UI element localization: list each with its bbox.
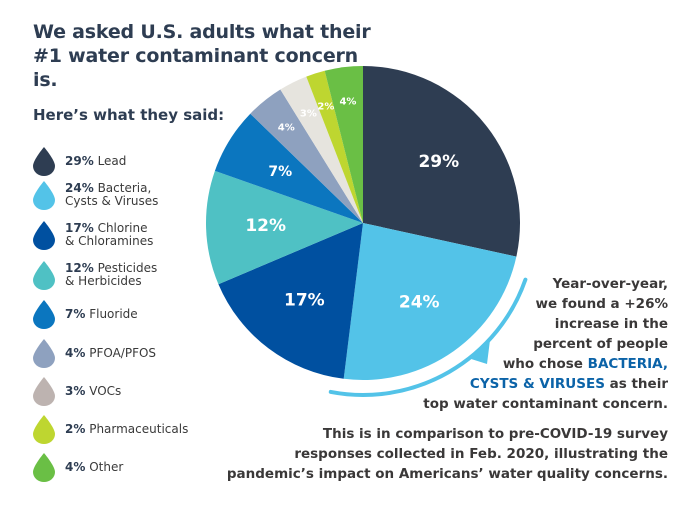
- legend-name: Bacteria,: [97, 181, 152, 195]
- highlight-note: Year-over-year, we found a +26% increase…: [423, 274, 668, 414]
- slice-label: 17%: [284, 291, 325, 311]
- comparison-note: This is in comparison to pre-COVID-19 su…: [227, 424, 668, 484]
- legend-item: 4% PFOA/PFOS: [31, 338, 156, 368]
- legend-name: VOCs: [89, 383, 122, 398]
- water-drop-icon: [33, 377, 55, 406]
- legend-label: 29% Lead: [65, 153, 127, 168]
- legend-name: Pharmaceuticals: [89, 421, 189, 436]
- water-drop-icon: [33, 147, 55, 176]
- legend-label: 7% Fluoride: [65, 306, 138, 321]
- legend-percent: 2%: [65, 421, 86, 436]
- slice-label: 4%: [339, 96, 356, 107]
- legend-percent: 7%: [65, 306, 86, 321]
- slice-label: 7%: [268, 164, 292, 180]
- note-line: pandemic’s impact on Americans’ water qu…: [226, 466, 668, 482]
- legend-label: 3% VOCs: [65, 383, 122, 398]
- highlight-text: CYSTS & VIRUSES: [469, 376, 605, 392]
- subtitle: Here’s what they said:: [33, 106, 225, 124]
- legend-percent: 4%: [65, 459, 86, 474]
- water-drop-icon: [33, 221, 55, 250]
- callout-pointer: [468, 340, 490, 364]
- note-line: increase in the: [554, 316, 668, 332]
- pie-slice: [280, 76, 363, 223]
- legend-percent: 29%: [65, 153, 94, 168]
- slice-label: 29%: [418, 152, 459, 172]
- water-drop-icon: [33, 261, 55, 290]
- slice-label: 2%: [317, 101, 334, 112]
- slice-label: 12%: [245, 216, 286, 236]
- water-drop-icon: [33, 300, 55, 329]
- legend-label: 24% Bacteria, Cysts & Viruses: [65, 182, 158, 208]
- note-line: This is in comparison to pre-COVID-19 su…: [322, 426, 668, 442]
- pie-slice: [205, 170, 363, 285]
- legend-percent: 12%: [65, 261, 94, 275]
- water-drop-icon: [33, 415, 55, 444]
- legend-label: 12% Pesticides & Herbicides: [65, 262, 157, 288]
- legend-item: 17% Chlorine & Chloramines: [31, 220, 153, 250]
- note-line: we found a +26%: [535, 296, 669, 312]
- pie-slice: [324, 66, 363, 223]
- legend-name: Pesticides: [97, 261, 158, 275]
- water-drop-icon: [33, 181, 55, 210]
- legend-item: 3% VOCs: [31, 376, 121, 406]
- legend-item: 4% Other: [31, 452, 123, 482]
- legend-label: 17% Chlorine & Chloramines: [65, 222, 153, 248]
- legend-percent: 17%: [65, 221, 94, 235]
- highlight-arc: [328, 277, 528, 397]
- note-line: Year-over-year,: [552, 276, 668, 292]
- legend-label: 4% Other: [65, 459, 124, 474]
- note-text: as their: [604, 376, 668, 392]
- pie-slice: [363, 66, 520, 257]
- note-line: CYSTS & VIRUSES as their: [423, 374, 668, 394]
- note-line: responses collected in Feb. 2020, illust…: [294, 446, 668, 462]
- pie-slice: [250, 89, 363, 224]
- water-drop-icon: [33, 339, 55, 368]
- legend-percent: 24%: [65, 181, 94, 195]
- page-title: We asked U.S. adults what their #1 water…: [33, 21, 371, 91]
- legend-label: 2% Pharmaceuticals: [65, 421, 189, 436]
- legend-name-line2: & Herbicides: [65, 274, 142, 288]
- legend-name: PFOA/PFOS: [89, 345, 157, 360]
- note-line: percent of people: [533, 336, 668, 352]
- highlight-text: BACTERIA,: [587, 356, 668, 372]
- legend-name-line2: Cysts & Viruses: [65, 194, 159, 208]
- pie-slice: [214, 113, 363, 223]
- legend-name: Other: [89, 459, 124, 474]
- note-line: top water contaminant concern.: [423, 396, 668, 412]
- legend-item: 2% Pharmaceuticals: [31, 414, 188, 444]
- pie-slice: [343, 223, 517, 380]
- note-text: who chose: [502, 356, 588, 372]
- legend-item: 24% Bacteria, Cysts & Viruses: [31, 180, 158, 210]
- water-drop-icon: [33, 453, 55, 482]
- legend-item: 7% Fluoride: [31, 299, 138, 329]
- slice-label: 4%: [278, 123, 295, 134]
- pie-slice: [218, 223, 363, 379]
- legend-label: 4% PFOA/PFOS: [65, 345, 157, 360]
- pie-slice: [306, 70, 363, 223]
- legend-item: 12% Pesticides & Herbicides: [31, 260, 157, 290]
- slice-label: 24%: [399, 292, 440, 312]
- note-line: who chose BACTERIA,: [423, 354, 668, 374]
- slice-label: 3%: [300, 108, 317, 119]
- legend-percent: 3%: [65, 383, 86, 398]
- legend-percent: 4%: [65, 345, 86, 360]
- legend-name: Fluoride: [89, 306, 138, 321]
- legend-item: 29% Lead: [31, 146, 126, 176]
- legend-name-line2: & Chloramines: [65, 234, 154, 248]
- legend-name: Lead: [97, 153, 127, 168]
- legend-name: Chlorine: [97, 221, 148, 235]
